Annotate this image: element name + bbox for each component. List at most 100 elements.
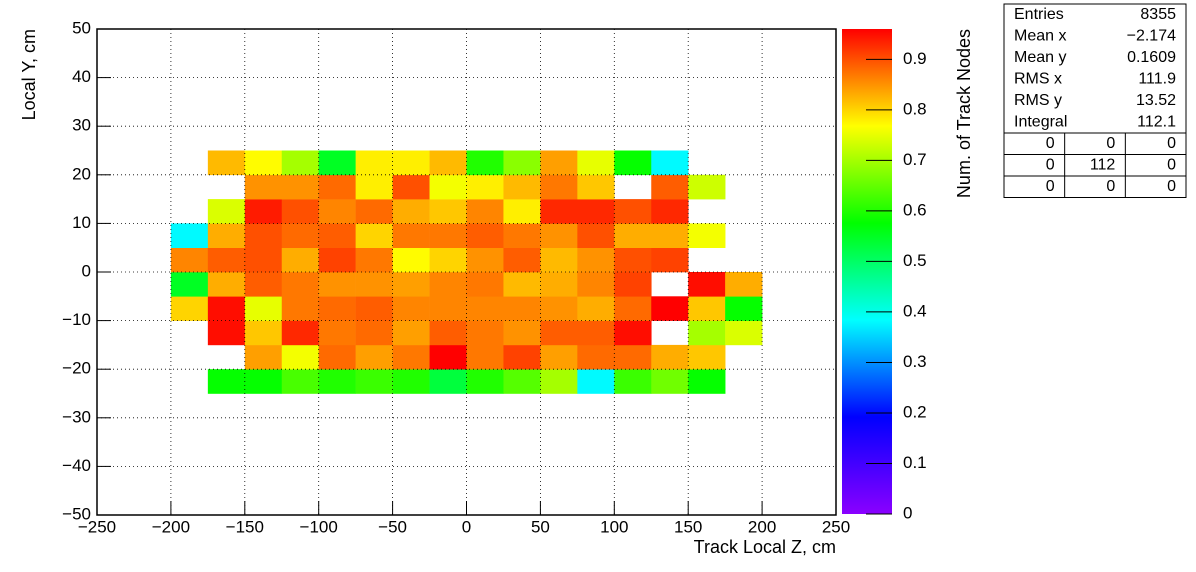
- heatmap-cell: [725, 272, 763, 297]
- overflow-count: 0: [1046, 156, 1055, 173]
- stats-value: 8355: [1140, 6, 1176, 23]
- heatmap-cell: [207, 150, 246, 176]
- heatmap-cell: [355, 174, 393, 200]
- y-tick-label: 30: [72, 116, 91, 135]
- heatmap-cell: [429, 150, 467, 176]
- heatmap-cell: [614, 223, 652, 248]
- heatmap-cell: [170, 296, 209, 321]
- overflow-count: 0: [1167, 135, 1176, 152]
- heatmap-cell: [429, 272, 467, 297]
- heatmap-cell: [244, 150, 283, 176]
- heatmap-cell: [614, 272, 652, 297]
- heatmap-cell: [281, 174, 319, 200]
- heatmap-cell: [688, 296, 726, 321]
- heatmap-cell: [577, 247, 615, 273]
- heatmap-cell: [429, 199, 467, 224]
- heatmap-cell: [429, 320, 467, 346]
- heatmap-cell: [392, 344, 430, 370]
- heatmap-cell: [392, 296, 430, 321]
- heatmap-cell: [355, 272, 393, 297]
- overflow-count: 0: [1167, 178, 1176, 195]
- heatmap-cell: [466, 369, 504, 394]
- y-tick-label: 20: [72, 164, 91, 183]
- heatmap-cell: [244, 296, 283, 321]
- heatmap-cell: [651, 369, 689, 394]
- heatmap-cell: [688, 344, 726, 370]
- y-tick-label: −30: [62, 407, 91, 426]
- heatmap-cell: [540, 247, 578, 273]
- x-tick-label: 100: [600, 517, 628, 536]
- heatmap-cell: [614, 247, 652, 273]
- heatmap-cell: [614, 344, 652, 370]
- stats-name: RMS y: [1014, 92, 1062, 109]
- heatmap-cell: [207, 199, 246, 224]
- heatmap-cell: [207, 296, 246, 321]
- heatmap-cell: [392, 174, 430, 200]
- heatmap-cell: [688, 174, 726, 200]
- heatmap-cell: [207, 320, 246, 346]
- heatmap-cell: [466, 296, 504, 321]
- heatmap-cell: [540, 369, 578, 394]
- heatmap-cell: [540, 296, 578, 321]
- heatmap-cell: [577, 369, 615, 394]
- x-tick-label: −50: [378, 517, 407, 536]
- colorbar-tick-label: 0.1: [903, 453, 927, 472]
- heatmap-cell: [355, 296, 393, 321]
- x-axis-title: Track Local Z, cm: [694, 537, 836, 557]
- heatmap-cell: [392, 150, 430, 176]
- heatmap-cell: [318, 247, 356, 273]
- heatmap-cell: [688, 272, 726, 297]
- heatmap-cell: [392, 247, 430, 273]
- stats-value: 112.1: [1137, 113, 1176, 130]
- stats-value: 13.52: [1136, 92, 1176, 109]
- heatmap-cell: [577, 272, 615, 297]
- stats-name: Integral: [1014, 113, 1067, 130]
- colorbar-tick-label: 0.2: [903, 402, 927, 421]
- heatmap-cell: [651, 223, 689, 248]
- y-tick-label: 40: [72, 67, 91, 86]
- colorbar-tick-label: 0.3: [903, 352, 927, 371]
- x-tick-label: 0: [462, 517, 471, 536]
- heatmap-cell: [540, 174, 578, 200]
- heatmap-cell: [207, 247, 246, 273]
- heatmap-cell: [503, 174, 541, 200]
- y-tick-label: 50: [72, 18, 91, 37]
- heatmap-cell: [281, 344, 319, 370]
- x-tick-label: 200: [748, 517, 776, 536]
- heatmap-cell: [614, 199, 652, 224]
- heatmap-cell: [577, 320, 615, 346]
- x-tick-label: 250: [822, 517, 850, 536]
- heatmap-cell: [281, 223, 319, 248]
- heatmap-cell: [466, 150, 504, 176]
- heatmap-cell: [392, 199, 430, 224]
- heatmap-cell: [614, 369, 652, 394]
- heatmap-cell: [318, 344, 356, 370]
- colorbar-tick-label: 0.7: [903, 150, 927, 169]
- heatmap-cell: [281, 150, 319, 176]
- heatmap-cell: [725, 296, 763, 321]
- heatmap-cell: [466, 272, 504, 297]
- heatmap-cell: [540, 272, 578, 297]
- stats-value: 0.1609: [1127, 49, 1176, 66]
- stats-box: [1003, 3, 1187, 198]
- heatmap-cell: [281, 369, 319, 394]
- z-axis-title: Num. of Track Nodes: [954, 29, 974, 198]
- heatmap-cell: [429, 174, 467, 200]
- heatmap-cell: [355, 320, 393, 346]
- heatmap-cell: [318, 320, 356, 346]
- heatmap-cell: [503, 296, 541, 321]
- heatmap-cell: [577, 344, 615, 370]
- heatmap-cell: [503, 320, 541, 346]
- heatmap-cell: [577, 223, 615, 248]
- heatmap-cell: [244, 247, 283, 273]
- heatmap-cell: [651, 296, 689, 321]
- y-tick-label: −10: [62, 310, 91, 329]
- heatmap-cell: [392, 369, 430, 394]
- stats-name: Entries: [1014, 6, 1064, 23]
- y-axis-title: Local Y, cm: [19, 29, 39, 120]
- heatmap-cell: [466, 247, 504, 273]
- colorbar-tick-label: 0.5: [903, 251, 927, 270]
- heatmap-cell: [577, 199, 615, 224]
- heatmap-cell: [503, 247, 541, 273]
